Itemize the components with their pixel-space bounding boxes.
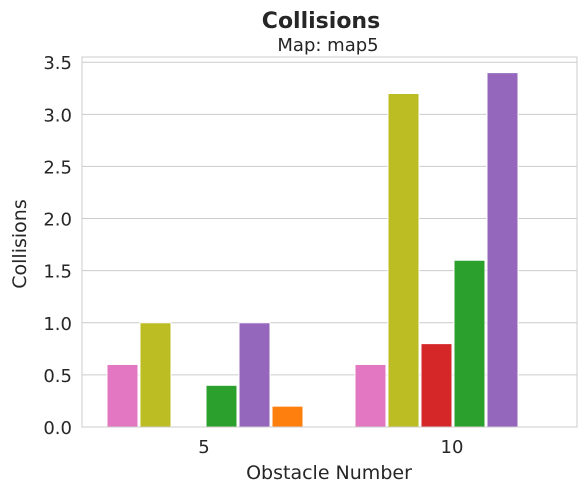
y-tick-labels: 0.0 0.5 1.0 1.5 2.0 2.5 3.0 3.5 [43,53,72,439]
bar [486,72,519,428]
y-tick-label: 1.5 [43,262,72,283]
bar [139,322,172,428]
bar [205,384,238,428]
chart-title: Collisions [262,9,380,34]
x-axis-label: Obstacle Number [246,462,412,484]
bar [106,363,139,428]
y-tick-label: 2.0 [43,210,72,231]
bar [238,322,271,428]
x-tick-label: 5 [198,437,209,458]
bar [453,259,486,428]
bars [106,72,519,428]
y-tick-label: 1.0 [43,314,72,335]
y-tick-label: 0.0 [43,418,72,439]
plot-frame [81,56,578,428]
x-tick-label: 10 [441,437,464,458]
bar [354,363,387,428]
y-tick-label: 3.0 [43,105,72,126]
x-tick-labels: 5 10 [198,437,463,458]
y-tick-label: 2.5 [43,157,72,178]
bar [387,92,420,428]
y-axis-label: Collisions [9,199,31,288]
y-tick-label: 3.5 [43,53,72,74]
bar [271,405,304,428]
chart-subtitle: Map: map5 [277,35,378,56]
bar [420,343,453,428]
y-tick-label: 0.5 [43,366,72,387]
